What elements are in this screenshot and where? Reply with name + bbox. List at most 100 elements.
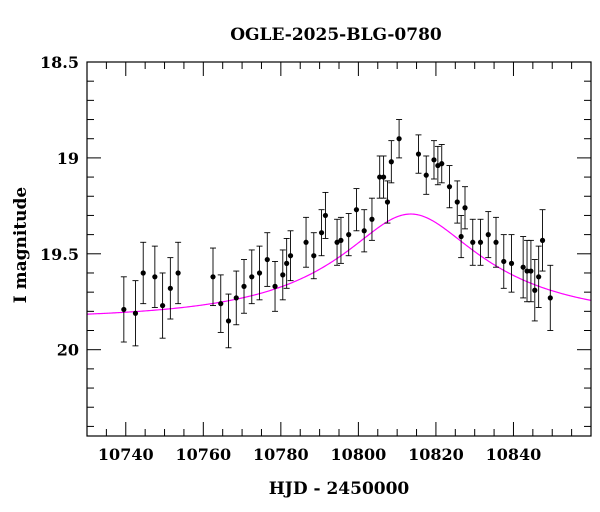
point-marker [121,306,127,313]
x-tick-labels: 10740 10760 10780 10800 10820 10840 [98,445,541,464]
point-marker [485,232,491,238]
point-marker [458,233,464,240]
point-marker [249,274,255,280]
point-marker [338,237,344,243]
point-marker [377,174,383,180]
data-point [396,119,403,159]
data-point [318,209,325,257]
data-point [485,211,492,259]
model-curve [86,213,592,315]
data-points-layer [120,119,554,349]
point-marker [241,283,247,289]
data-point [210,247,216,307]
point-marker [346,232,352,238]
data-point [345,213,352,257]
point-marker [508,260,515,266]
data-point [287,230,294,282]
point-marker [369,216,375,222]
data-point [272,261,279,312]
point-marker [361,228,367,234]
data-point [446,165,453,209]
point-marker [388,159,394,165]
point-marker [493,239,499,245]
data-point [283,238,290,289]
data-point [361,209,368,253]
data-point [337,216,344,264]
point-marker [520,264,526,270]
data-point [462,186,468,230]
y-tick-label: 19.5 [40,245,79,264]
data-point [415,134,422,174]
data-point [248,249,255,305]
data-point [225,293,232,349]
point-marker [528,268,534,274]
point-marker [477,239,484,245]
data-point [140,241,147,305]
data-point [454,180,461,224]
data-point [241,259,248,314]
point-marker [318,230,325,236]
data-point [167,257,174,320]
point-marker [501,258,507,265]
y-tick-label: 20 [57,341,79,360]
point-marker [160,302,166,309]
point-marker [175,270,181,276]
x-tick-label: 10820 [408,445,464,464]
data-point [132,280,139,347]
data-point [477,218,484,266]
point-marker [539,237,546,243]
y-tick-label: 18.5 [40,53,79,72]
data-point [547,264,554,331]
point-marker [547,295,553,301]
x-tick-label: 10780 [253,445,309,464]
point-marker [353,207,360,213]
plot-frame [86,61,592,437]
x-axis-label: HJD - 2450000 [269,479,410,499]
point-marker [284,260,290,266]
data-point [310,232,317,280]
data-point [527,239,534,303]
y-tick-label: 19 [57,149,79,168]
point-marker [322,212,329,219]
x-tick-label: 10760 [175,445,231,464]
point-marker [303,239,309,245]
point-marker [431,157,437,163]
data-point [508,234,515,293]
point-marker [311,253,317,259]
data-point [458,214,465,259]
data-point [279,249,286,301]
data-point [175,241,182,305]
data-point [438,144,445,184]
point-marker [423,172,429,178]
point-marker [233,295,239,301]
point-marker [272,283,278,289]
data-point [384,180,391,224]
axis-ticks [86,61,592,436]
data-point [334,218,341,266]
point-marker [532,287,538,293]
point-marker [415,151,422,157]
data-point [500,234,507,289]
data-point [303,216,310,268]
point-marker [334,239,340,245]
point-marker [454,199,460,205]
data-point [322,191,329,239]
data-point [380,155,387,199]
point-marker [446,184,453,190]
point-marker [210,274,216,280]
point-marker [435,162,441,169]
data-point [368,197,375,241]
point-marker [264,256,270,263]
data-point [531,259,538,322]
data-point [264,232,271,287]
data-point [120,276,127,343]
data-point [353,188,360,232]
data-point [469,218,476,266]
data-point [430,140,437,180]
model-curve-layer [86,213,592,315]
data-point [493,216,500,268]
x-tick-label: 10840 [486,445,542,464]
data-point [520,236,527,299]
point-marker [470,239,476,245]
